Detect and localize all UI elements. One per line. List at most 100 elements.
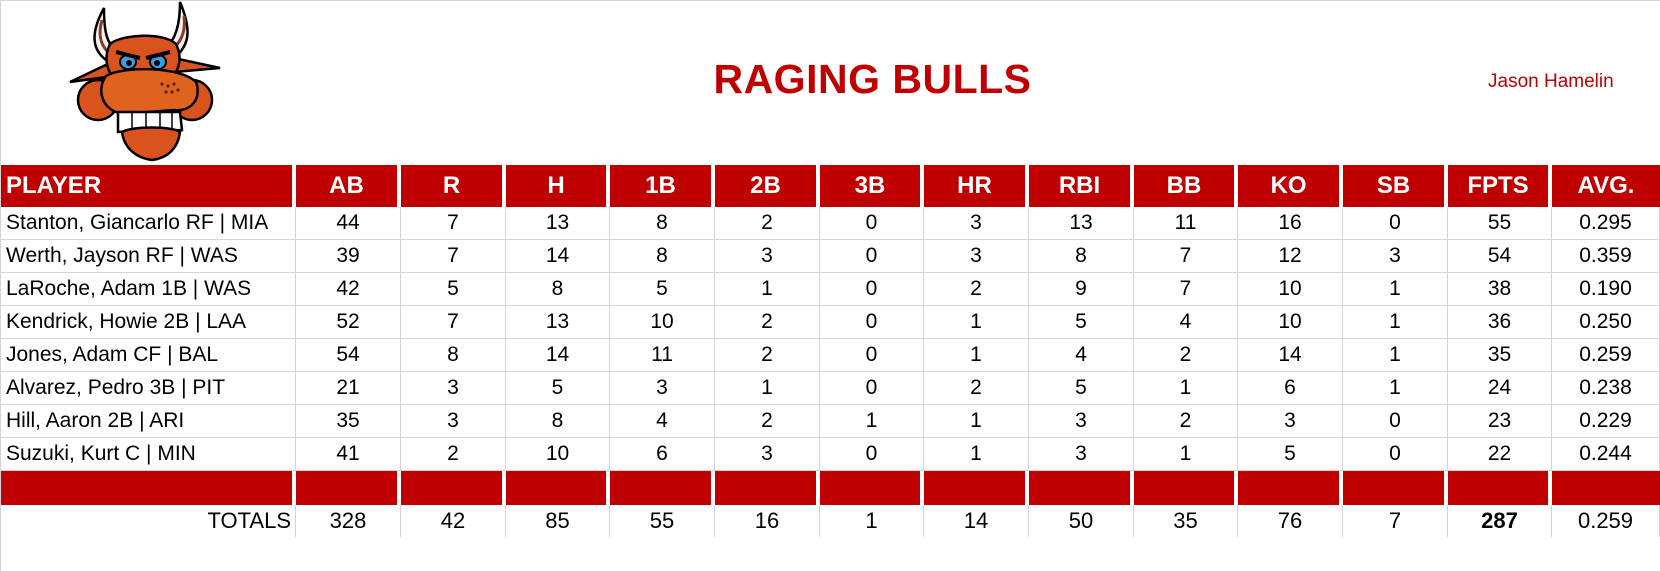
cell-1b[interactable]: 3 [610,372,715,405]
cell-player[interactable]: Hill, Aaron 2B | ARI [1,405,296,438]
cell-ab[interactable]: 54 [296,339,401,372]
cell-fpts[interactable]: 55 [1448,207,1552,240]
cell-r[interactable]: 3 [401,372,506,405]
total-hr[interactable]: 14 [924,505,1029,537]
cell-fpts[interactable]: 22 [1448,438,1552,471]
cell-ab[interactable]: 44 [296,207,401,240]
cell-r[interactable]: 5 [401,273,506,306]
cell-ko[interactable]: 10 [1238,273,1343,306]
cell-ab[interactable]: 52 [296,306,401,339]
cell-ko[interactable]: 12 [1238,240,1343,273]
cell-h[interactable]: 5 [506,372,610,405]
cell-sb[interactable]: 0 [1343,438,1448,471]
cell-3b[interactable]: 0 [820,240,924,273]
cell-rbi[interactable]: 5 [1029,306,1134,339]
cell-bb[interactable]: 4 [1134,306,1238,339]
cell-fpts[interactable]: 35 [1448,339,1552,372]
cell-sb[interactable]: 3 [1343,240,1448,273]
cell-sb[interactable]: 0 [1343,207,1448,240]
column-header-r[interactable]: R [401,165,506,207]
cell-avg[interactable]: 0.295 [1552,207,1660,240]
total-r[interactable]: 42 [401,505,506,537]
cell-hr[interactable]: 3 [924,207,1029,240]
cell-1b[interactable]: 11 [610,339,715,372]
cell-1b[interactable]: 10 [610,306,715,339]
cell-ko[interactable]: 5 [1238,438,1343,471]
column-header-sb[interactable]: SB [1343,165,1448,207]
cell-3b[interactable]: 1 [820,405,924,438]
cell-fpts[interactable]: 38 [1448,273,1552,306]
cell-hr[interactable]: 2 [924,273,1029,306]
total-sb[interactable]: 7 [1343,505,1448,537]
cell-1b[interactable]: 4 [610,405,715,438]
cell-r[interactable]: 7 [401,240,506,273]
total-3b[interactable]: 1 [820,505,924,537]
column-header-2b[interactable]: 2B [715,165,820,207]
cell-rbi[interactable]: 13 [1029,207,1134,240]
cell-2b[interactable]: 1 [715,372,820,405]
cell-1b[interactable]: 5 [610,273,715,306]
cell-r[interactable]: 3 [401,405,506,438]
cell-bb[interactable]: 7 [1134,240,1238,273]
cell-3b[interactable]: 0 [820,273,924,306]
cell-rbi[interactable]: 9 [1029,273,1134,306]
cell-1b[interactable]: 8 [610,207,715,240]
column-header-player[interactable]: PLAYER [1,165,296,207]
total-avg[interactable]: 0.259 [1552,505,1660,537]
column-header-1b[interactable]: 1B [610,165,715,207]
cell-hr[interactable]: 3 [924,240,1029,273]
cell-2b[interactable]: 1 [715,273,820,306]
cell-3b[interactable]: 0 [820,306,924,339]
cell-ko[interactable]: 16 [1238,207,1343,240]
cell-r[interactable]: 8 [401,339,506,372]
cell-hr[interactable]: 1 [924,405,1029,438]
cell-h[interactable]: 10 [506,438,610,471]
cell-player[interactable]: Kendrick, Howie 2B | LAA [1,306,296,339]
cell-avg[interactable]: 0.229 [1552,405,1660,438]
cell-h[interactable]: 14 [506,240,610,273]
column-header-hr[interactable]: HR [924,165,1029,207]
cell-hr[interactable]: 1 [924,306,1029,339]
cell-ko[interactable]: 6 [1238,372,1343,405]
cell-2b[interactable]: 2 [715,405,820,438]
cell-ab[interactable]: 41 [296,438,401,471]
cell-r[interactable]: 7 [401,306,506,339]
cell-ko[interactable]: 3 [1238,405,1343,438]
cell-3b[interactable]: 0 [820,339,924,372]
cell-rbi[interactable]: 3 [1029,405,1134,438]
cell-avg[interactable]: 0.190 [1552,273,1660,306]
cell-bb[interactable]: 1 [1134,438,1238,471]
cell-bb[interactable]: 2 [1134,339,1238,372]
cell-hr[interactable]: 1 [924,438,1029,471]
cell-rbi[interactable]: 4 [1029,339,1134,372]
cell-h[interactable]: 14 [506,339,610,372]
cell-h[interactable]: 13 [506,306,610,339]
cell-2b[interactable]: 3 [715,240,820,273]
cell-sb[interactable]: 1 [1343,339,1448,372]
cell-r[interactable]: 2 [401,438,506,471]
cell-player[interactable]: Stanton, Giancarlo RF | MIA [1,207,296,240]
cell-fpts[interactable]: 23 [1448,405,1552,438]
cell-sb[interactable]: 1 [1343,372,1448,405]
cell-2b[interactable]: 3 [715,438,820,471]
cell-2b[interactable]: 2 [715,339,820,372]
total-bb[interactable]: 35 [1134,505,1238,537]
cell-fpts[interactable]: 36 [1448,306,1552,339]
cell-r[interactable]: 7 [401,207,506,240]
cell-avg[interactable]: 0.359 [1552,240,1660,273]
total-fpts[interactable]: 287 [1448,505,1552,537]
cell-bb[interactable]: 2 [1134,405,1238,438]
cell-avg[interactable]: 0.250 [1552,306,1660,339]
cell-h[interactable]: 13 [506,207,610,240]
totals-label[interactable]: TOTALS [1,505,296,537]
cell-fpts[interactable]: 54 [1448,240,1552,273]
total-rbi[interactable]: 50 [1029,505,1134,537]
cell-avg[interactable]: 0.259 [1552,339,1660,372]
cell-avg[interactable]: 0.238 [1552,372,1660,405]
cell-sb[interactable]: 1 [1343,273,1448,306]
cell-h[interactable]: 8 [506,273,610,306]
total-1b[interactable]: 55 [610,505,715,537]
cell-1b[interactable]: 8 [610,240,715,273]
column-header-fpts[interactable]: FPTS [1448,165,1552,207]
cell-player[interactable]: Jones, Adam CF | BAL [1,339,296,372]
